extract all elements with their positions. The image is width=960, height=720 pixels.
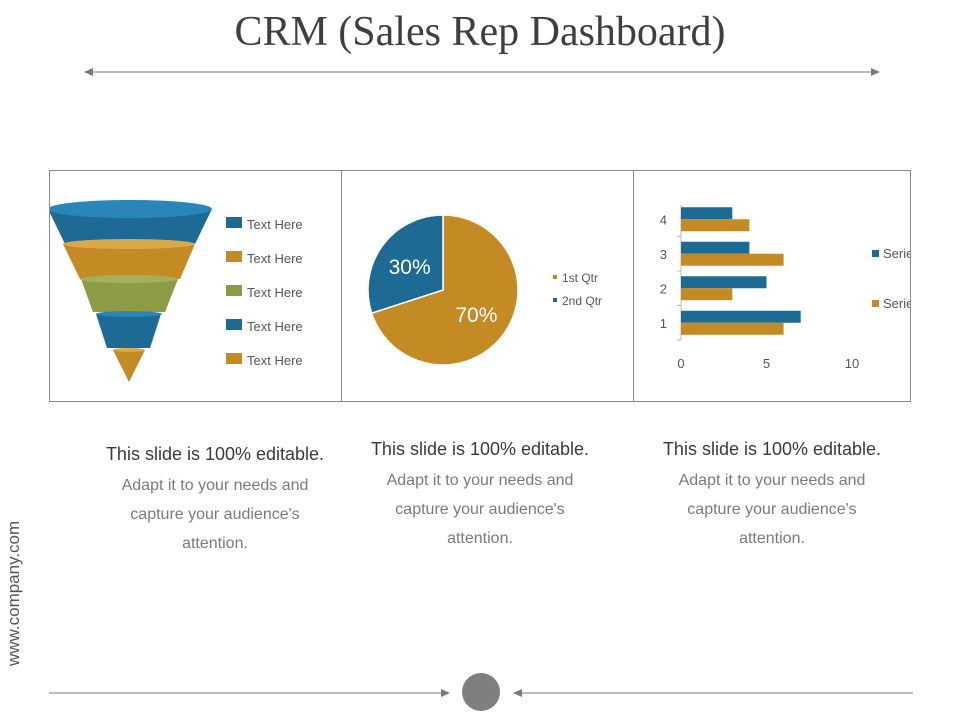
caption-line: capture your audience's xyxy=(395,501,565,518)
bar-legend-label: Series 1 xyxy=(883,296,910,311)
funnel-graphic xyxy=(50,200,212,382)
funnel-layer-2 xyxy=(63,244,195,279)
funnel-layer-1 xyxy=(50,209,212,244)
caption-block: This slide is 100% editable. Adapt it to… xyxy=(340,439,620,553)
pie-slice xyxy=(367,214,444,315)
legend-label: Text Here xyxy=(247,319,303,334)
title-underline-arrow xyxy=(84,68,880,76)
caption-line: capture your audience's xyxy=(130,506,300,523)
bottom-navigation xyxy=(49,673,913,711)
bar-y-tick-label: 1 xyxy=(660,316,667,331)
panel-divider xyxy=(341,171,342,401)
slide-title: CRM (Sales Rep Dashboard) xyxy=(234,9,726,55)
legend-swatch xyxy=(226,285,242,296)
funnel-layer-4 xyxy=(96,314,161,348)
caption-body: Adapt it to your needs and capture your … xyxy=(75,471,355,558)
nav-right-arrow xyxy=(513,689,913,697)
pie-data-label: 70% xyxy=(455,304,497,327)
caption-block: This slide is 100% editable. Adapt it to… xyxy=(75,444,355,558)
bar-series-1 xyxy=(681,288,733,301)
bar-series-1 xyxy=(681,322,784,335)
pie-legend-label: 1st Qtr xyxy=(562,271,598,285)
bar-series-2 xyxy=(681,241,750,254)
caption-body: Adapt it to your needs and capture your … xyxy=(632,466,912,553)
caption-block: This slide is 100% editable. Adapt it to… xyxy=(632,439,912,553)
bar-y-tick-label: 2 xyxy=(660,281,667,296)
bar-legend-swatch xyxy=(872,250,879,257)
caption-body: Adapt it to your needs and capture your … xyxy=(340,466,620,553)
caption-heading: This slide is 100% editable. xyxy=(370,439,590,459)
funnel-legend: Text Here Text Here Text Here Text Here … xyxy=(226,217,303,368)
caption-line: attention. xyxy=(447,530,513,547)
footer-url: www.company.com xyxy=(4,520,23,666)
bar-series-1 xyxy=(681,219,750,232)
bar-series-2 xyxy=(681,276,767,289)
funnel-panel: Text Here Text Here Text Here Text Here … xyxy=(50,200,303,382)
pie-slice xyxy=(370,214,519,366)
nav-left-arrow xyxy=(49,689,450,697)
funnel-layer-4-top xyxy=(96,311,162,317)
pie-legend-swatch xyxy=(553,298,557,302)
legend-swatch xyxy=(226,217,242,228)
caption-heading: This slide is 100% editable. xyxy=(662,439,882,459)
legend-swatch xyxy=(226,353,242,364)
bar-series-1 xyxy=(681,253,784,266)
funnel-layer-3-top xyxy=(80,275,178,283)
bar-y-tick-label: 3 xyxy=(660,247,667,262)
legend-label: Text Here xyxy=(247,353,303,368)
bar-series-2 xyxy=(681,207,733,220)
caption-line: attention. xyxy=(739,530,805,547)
bar-x-tick-label: 5 xyxy=(763,356,770,371)
caption-line: attention. xyxy=(182,535,248,552)
dashboard-panels: Text Here Text Here Text Here Text Here … xyxy=(49,170,911,402)
nav-center-dot[interactable] xyxy=(462,673,500,711)
pie-legend-label: 2nd Qtr xyxy=(562,294,602,308)
legend-label: Text Here xyxy=(247,251,303,266)
funnel-layer-5 xyxy=(113,350,145,382)
funnel-layer-2-top xyxy=(63,239,195,249)
legend-swatch xyxy=(226,251,242,262)
caption-line: capture your audience's xyxy=(687,501,857,518)
caption-line: Adapt it to your needs and xyxy=(678,472,866,489)
panel-divider xyxy=(633,171,634,401)
pie-chart-panel: 70% 30% 1st Qtr 2nd Qtr xyxy=(367,214,602,366)
funnel-layer-5-top xyxy=(113,348,145,352)
bar-legend-swatch xyxy=(872,300,879,307)
pie-legend-swatch xyxy=(553,275,557,279)
caption-heading: This slide is 100% editable. xyxy=(105,444,325,464)
legend-label: Text Here xyxy=(247,217,303,232)
bar-series-2 xyxy=(681,310,801,323)
caption-line: Adapt it to your needs and xyxy=(121,477,309,494)
bar-chart-panel: 1 2 3 4 0 5 10 Series 2 Series 1 xyxy=(660,205,910,371)
bar-x-tick-label: 0 xyxy=(677,356,684,371)
bar-y-tick-label: 4 xyxy=(660,212,667,227)
funnel-layer-1-top xyxy=(50,200,212,218)
funnel-layer-3 xyxy=(81,279,178,312)
legend-label: Text Here xyxy=(247,285,303,300)
bar-x-tick-label: 10 xyxy=(845,356,859,371)
pie-data-label: 30% xyxy=(389,256,431,279)
caption-line: Adapt it to your needs and xyxy=(386,472,574,489)
bar-legend-label: Series 2 xyxy=(883,246,910,261)
legend-swatch xyxy=(226,319,242,330)
